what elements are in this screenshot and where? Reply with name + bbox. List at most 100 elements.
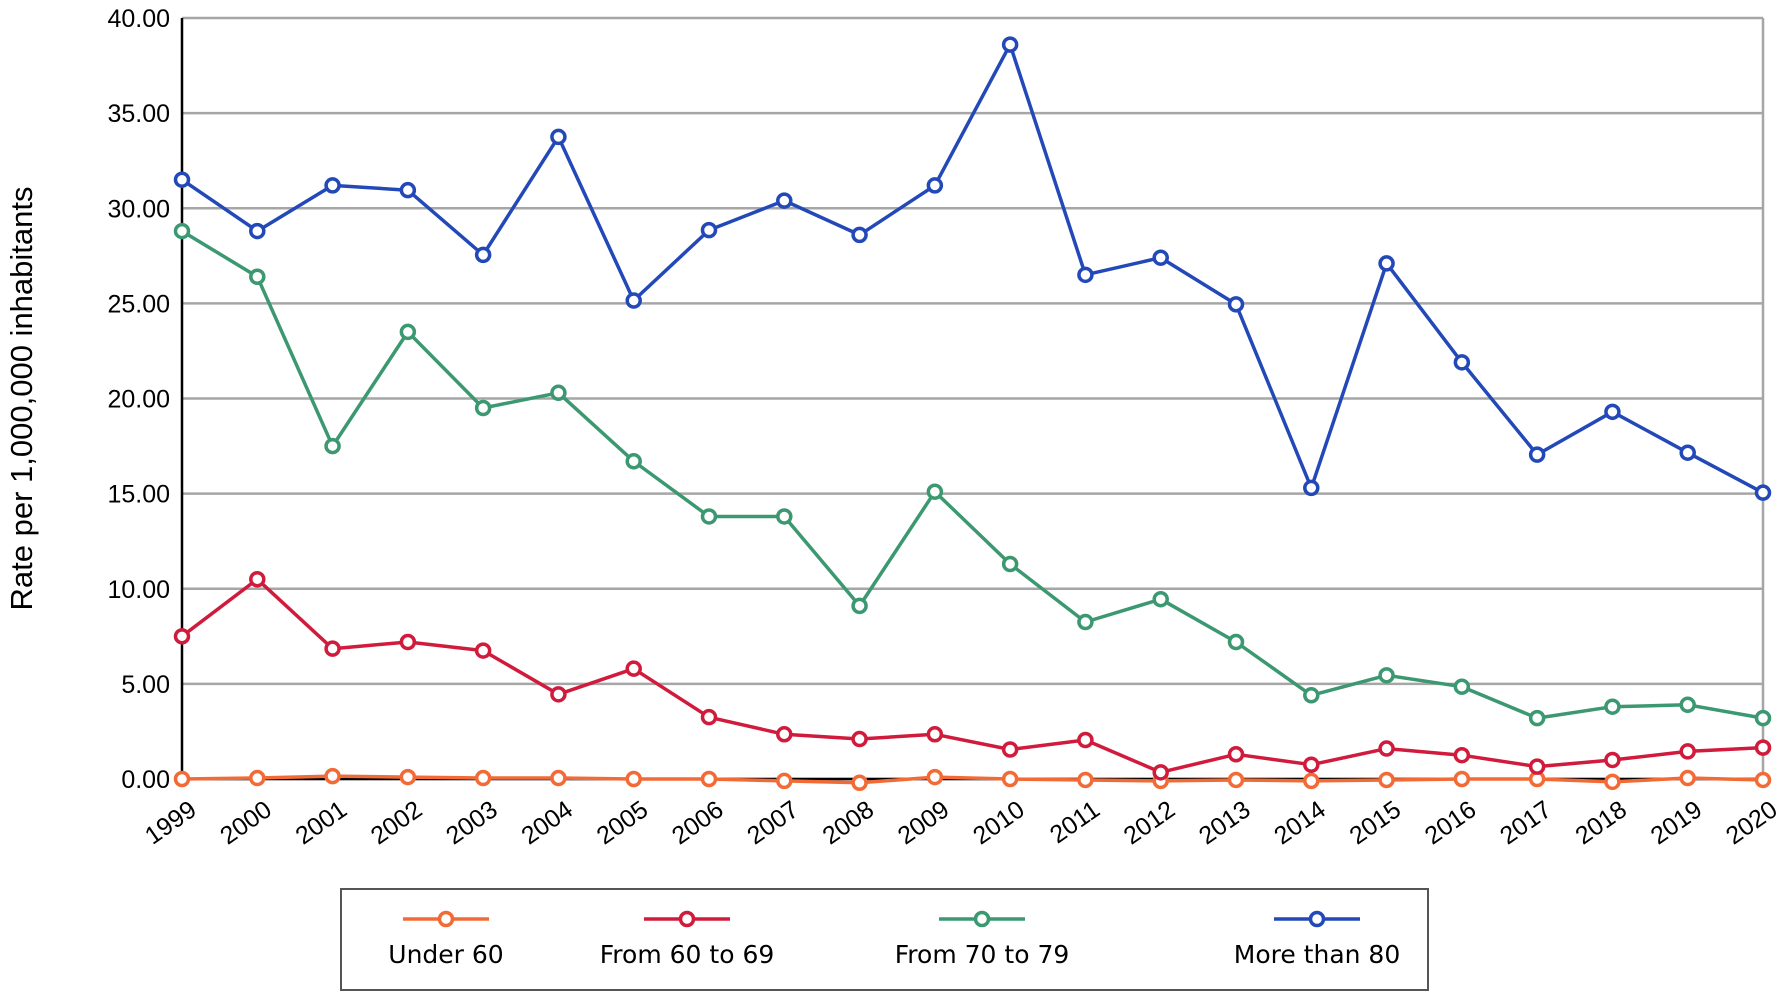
series-1 <box>173 570 1772 781</box>
data-point <box>851 730 868 748</box>
y-axis-label: Rate per 1,000,000 inhabitants <box>4 187 39 611</box>
y-tick-label: 35.00 <box>107 100 170 128</box>
series-layer <box>173 36 1772 792</box>
x-tick-label: 2015 <box>1344 795 1406 850</box>
x-tick-label: 2006 <box>667 795 729 850</box>
data-point <box>926 768 944 786</box>
data-point <box>1152 590 1169 608</box>
data-point <box>474 399 492 417</box>
x-tick-label: 2010 <box>968 795 1030 850</box>
x-tick-label: 2002 <box>366 795 428 850</box>
data-point <box>625 770 642 788</box>
data-point <box>926 177 944 194</box>
data-point <box>1679 696 1696 714</box>
x-tick-label: 2014 <box>1269 795 1331 850</box>
x-tick-label: 2018 <box>1570 795 1632 850</box>
data-point <box>1378 255 1395 272</box>
data-point <box>173 222 191 240</box>
data-point <box>173 770 191 788</box>
data-point <box>1604 403 1621 421</box>
data-point <box>324 767 341 785</box>
data-point <box>851 226 868 244</box>
data-point <box>1528 758 1546 775</box>
x-tick-label: 2011 <box>1045 795 1105 849</box>
data-point <box>625 453 642 470</box>
data-point <box>1077 613 1094 631</box>
x-tick-label: 2003 <box>441 795 503 850</box>
data-point <box>926 726 944 743</box>
x-tick-label: 2017 <box>1495 795 1557 850</box>
legend-item: From 60 to 69 <box>600 910 775 969</box>
y-tick-label: 5.00 <box>121 671 170 699</box>
data-point <box>1077 771 1094 789</box>
x-tick-label: 2016 <box>1420 795 1482 850</box>
x-tick-label: 2020 <box>1721 795 1778 850</box>
data-point <box>926 483 944 500</box>
data-point <box>1754 739 1772 756</box>
data-point <box>776 772 793 790</box>
data-point <box>1303 479 1320 497</box>
series-line <box>181 774 1764 785</box>
data-point <box>324 437 341 455</box>
x-tick-label: 1999 <box>140 795 202 850</box>
y-tick-label: 15.00 <box>107 481 170 509</box>
legend-item: More than 80 <box>1234 910 1400 969</box>
data-point <box>399 181 417 199</box>
legend-marker <box>973 910 991 928</box>
data-point <box>249 222 266 240</box>
x-tick-label: 2000 <box>215 795 277 850</box>
data-point <box>1453 770 1471 788</box>
data-point <box>399 768 417 786</box>
data-point <box>1152 249 1169 266</box>
data-point <box>399 323 417 341</box>
data-point <box>1077 731 1094 749</box>
data-point <box>399 633 417 651</box>
data-point <box>1453 746 1471 764</box>
data-point <box>625 292 642 309</box>
legend-box <box>340 888 1429 991</box>
data-point <box>1303 756 1320 773</box>
data-point <box>249 268 266 285</box>
legend-label: From 60 to 69 <box>600 940 775 969</box>
data-point <box>1754 771 1772 789</box>
y-tick-label: 40.00 <box>107 5 170 33</box>
data-point <box>173 628 191 645</box>
legend-label: From 70 to 79 <box>895 940 1070 969</box>
data-point <box>550 686 567 703</box>
data-point <box>1528 446 1546 463</box>
x-tick-label: 2001 <box>290 795 352 850</box>
data-point <box>474 642 492 659</box>
legend: Under 60 From 60 to 69 From 70 to 79 More t… <box>340 888 1429 991</box>
y-tick-label: 10.00 <box>107 576 170 604</box>
data-point <box>249 769 266 787</box>
data-point <box>700 708 718 726</box>
legend-label: Under 60 <box>388 940 503 969</box>
data-point <box>550 769 567 787</box>
data-point <box>1227 746 1245 763</box>
x-tick-label: 2007 <box>742 795 804 850</box>
y-tick-label: 20.00 <box>107 386 170 414</box>
legend-item: Under 60 <box>388 910 504 969</box>
y-tick-label: 25.00 <box>107 290 170 318</box>
series-line <box>180 577 1764 775</box>
data-point <box>700 221 718 239</box>
legend-marker <box>437 910 455 928</box>
data-point <box>474 769 492 787</box>
series-0 <box>173 767 1772 792</box>
data-point <box>550 384 567 402</box>
x-axis-ticks: 1999 2000 2001 2002 2003 2004 2005 2006 2007 2008… <box>140 795 1778 850</box>
data-point <box>1227 771 1245 789</box>
x-tick-label: 2004 <box>516 795 578 850</box>
data-point <box>1754 709 1772 727</box>
data-point <box>1378 667 1395 684</box>
series-line <box>181 229 1764 720</box>
data-point <box>1604 773 1621 791</box>
data-point <box>1679 743 1696 760</box>
data-point <box>1077 266 1094 284</box>
data-point <box>1604 698 1621 715</box>
data-point <box>1679 769 1696 787</box>
series-3 <box>173 36 1772 501</box>
x-tick-label: 2008 <box>817 795 879 850</box>
data-point <box>249 570 266 588</box>
x-tick-label: 2013 <box>1194 795 1256 850</box>
